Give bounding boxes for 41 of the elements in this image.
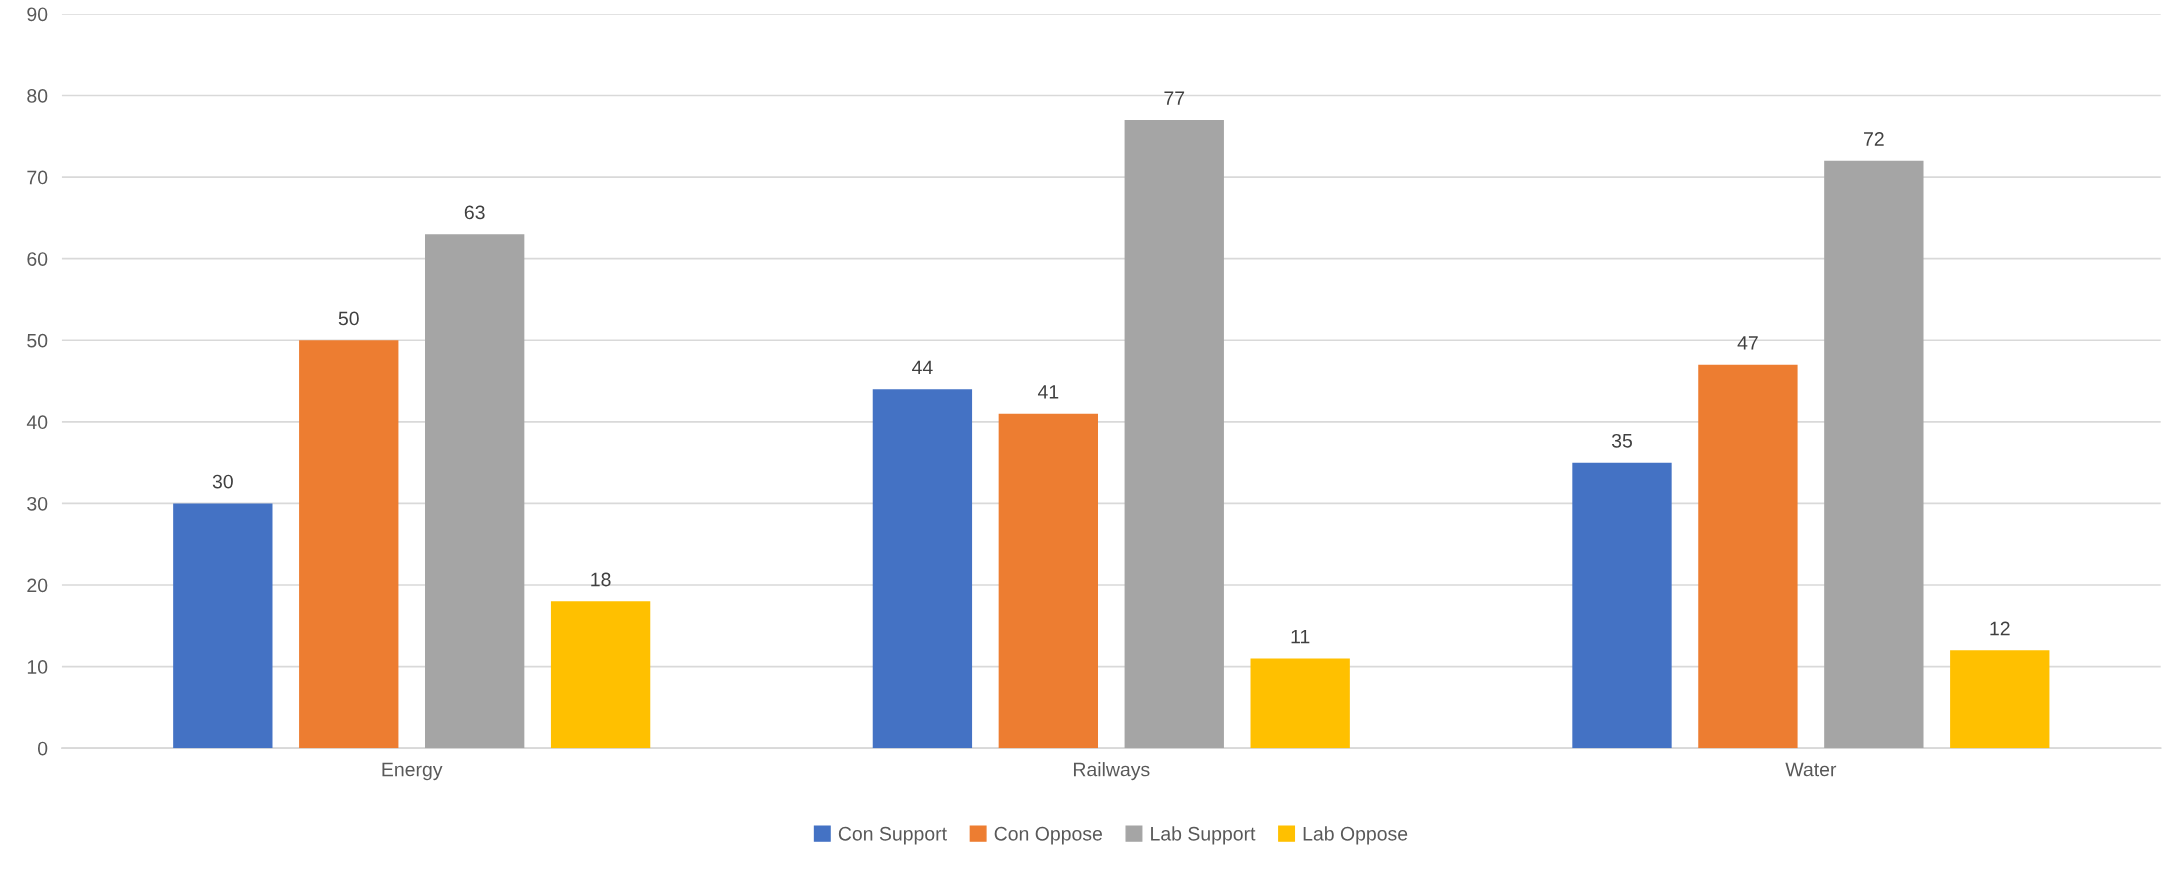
data-label: 30 (212, 474, 233, 489)
bar (299, 340, 399, 749)
y-tick-label: 70 (27, 170, 48, 185)
bar (998, 413, 1098, 749)
data-label: 72 (1864, 132, 1884, 146)
y-tick-label: 40 (26, 415, 48, 430)
bar (550, 601, 651, 749)
data-label: 11 (1291, 629, 1310, 644)
bar (872, 389, 973, 749)
data-label: 50 (338, 311, 359, 326)
data-label: 44 (912, 360, 933, 375)
data-label: 47 (1737, 336, 1758, 350)
legend-label: Lab Support (1151, 826, 1256, 845)
data-label: 63 (464, 205, 485, 220)
bar (1124, 120, 1224, 749)
data-label: 77 (1164, 91, 1185, 105)
y-tick-label: 0 (37, 741, 48, 756)
data-label: 18 (591, 572, 611, 587)
bar (1950, 650, 2050, 749)
y-tick-label: 10 (27, 660, 48, 674)
y-tick-label: 60 (27, 252, 48, 266)
data-label: 41 (1037, 385, 1059, 399)
bar (425, 234, 525, 749)
legend-label: Lab Oppose (1303, 826, 1408, 845)
legend-label: Con Support (838, 826, 947, 845)
legend-label: Con Oppose (994, 826, 1102, 845)
x-tick-label: Railways (1073, 762, 1150, 781)
bar (173, 503, 273, 749)
y-tick-label: 20 (27, 578, 48, 593)
y-tick-label: 80 (27, 89, 48, 103)
x-tick-label: Water (1785, 762, 1837, 777)
bar (1250, 658, 1350, 749)
y-tick-label: 90 (27, 7, 48, 22)
y-tick-label: 30 (27, 496, 48, 511)
bar (1698, 364, 1798, 749)
y-tick-label: 50 (27, 333, 48, 348)
x-tick-label: Energy (382, 762, 443, 781)
bar (1572, 462, 1672, 749)
data-label: 35 (1611, 433, 1632, 448)
data-label: 12 (1990, 621, 2010, 636)
bar (1824, 160, 1924, 749)
